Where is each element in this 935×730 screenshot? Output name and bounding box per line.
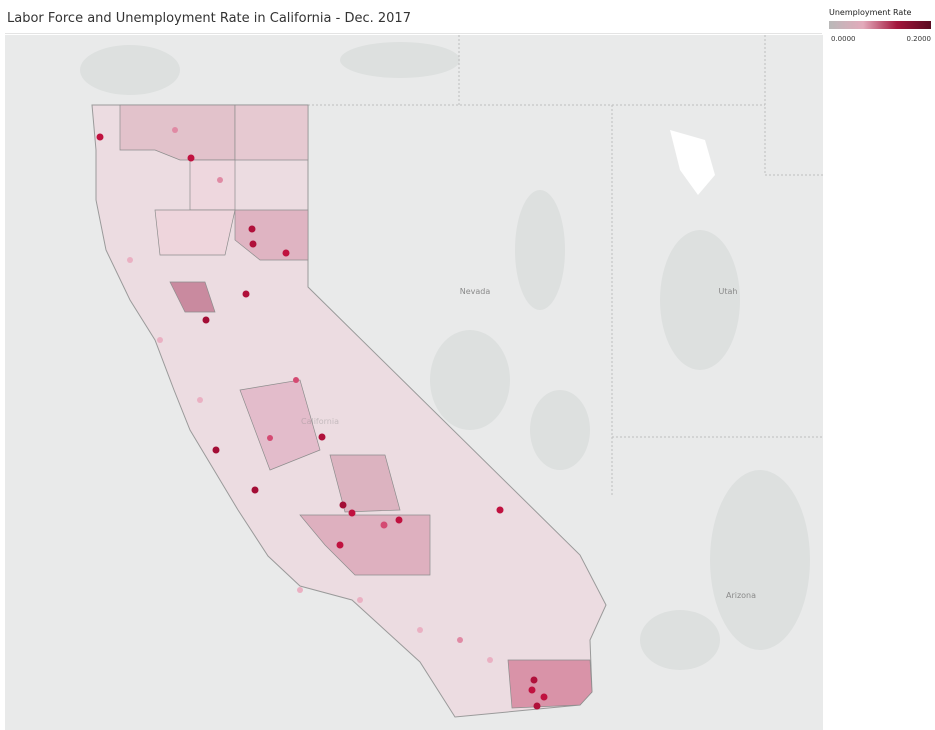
great-salt-lake bbox=[670, 130, 715, 195]
title: Labor Force and Unemployment Rate in Cal… bbox=[7, 11, 411, 26]
state-label: Arizona bbox=[726, 591, 756, 600]
divider bbox=[5, 33, 822, 34]
state-label: Nevada bbox=[460, 287, 491, 296]
map: Nevada Utah California Arizona bbox=[5, 35, 823, 730]
california bbox=[91, 104, 607, 718]
state-label: California bbox=[301, 417, 339, 426]
legend: Unemployment Rate 0.0000 0.2000 bbox=[829, 8, 931, 43]
state-label: Utah bbox=[719, 287, 738, 296]
state-borders bbox=[308, 35, 823, 495]
legend-title: Unemployment Rate bbox=[829, 8, 912, 17]
legend-min: 0.0000 bbox=[831, 35, 856, 43]
terrain bbox=[80, 42, 810, 670]
legend-gradient bbox=[829, 21, 931, 29]
city-markers bbox=[96, 127, 548, 710]
counties bbox=[119, 104, 593, 709]
legend-max: 0.2000 bbox=[906, 35, 932, 43]
